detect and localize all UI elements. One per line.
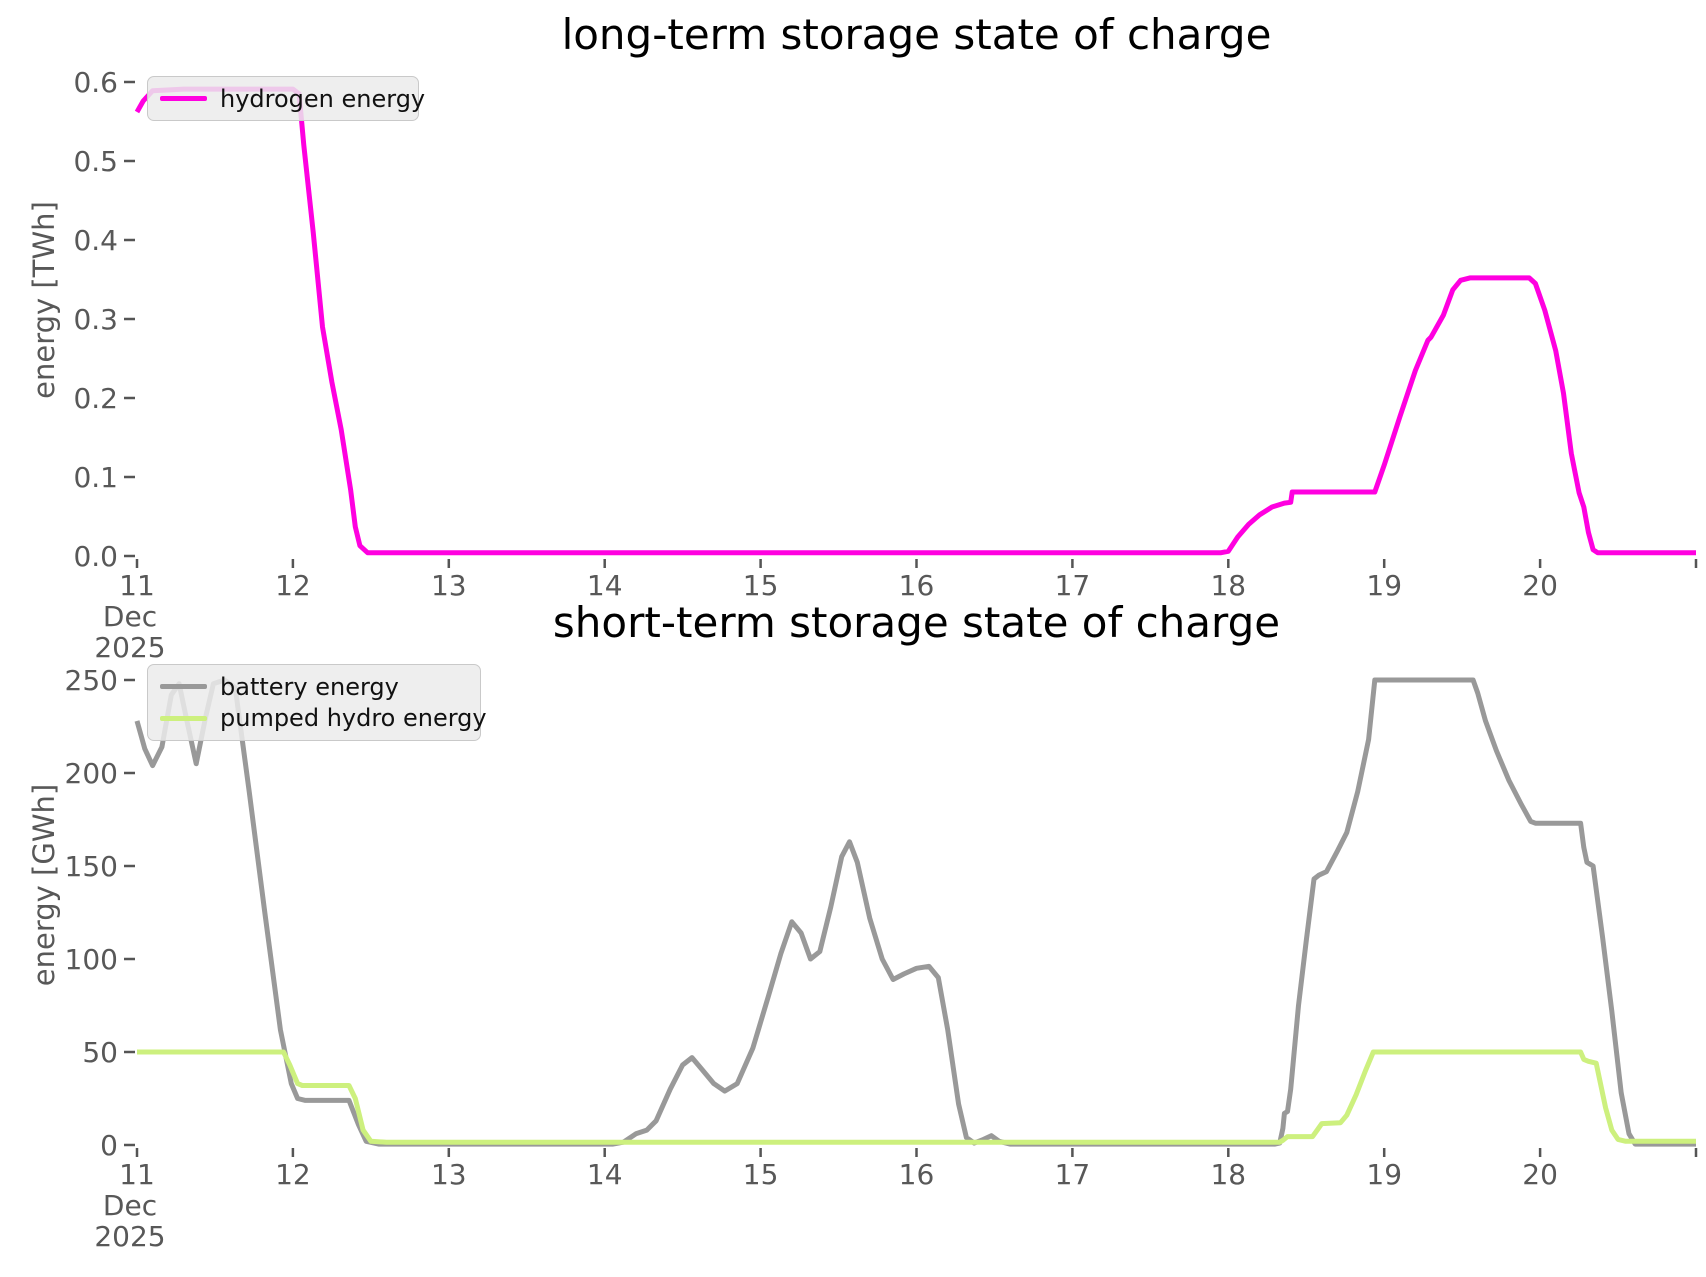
short-term-chart-title: short-term storage state of charge (552, 598, 1281, 647)
y-tick-label: 0.3 (73, 303, 118, 336)
y-tick-label: 150 (65, 850, 118, 883)
x-tick-label: 13 (431, 1158, 467, 1191)
battery-energy-line (134, 677, 1696, 1147)
long-term-y-axis-label: energy [TWh] (27, 201, 61, 399)
y-tick-label: 50 (82, 1036, 118, 1069)
x-tick-label: 15 (743, 569, 779, 602)
x-tick-label: 20 (1522, 569, 1558, 602)
x-axis-date-sublabel: 2025 (94, 1220, 165, 1253)
y-tick-label: 0.4 (73, 224, 118, 257)
short-term-legend: battery energy pumped hydro energy (147, 664, 487, 741)
legend-label: pumped hydro energy (220, 704, 487, 733)
hydrogen-energy-line (134, 86, 1696, 556)
x-axis-date-sublabel: 2025 (94, 631, 165, 664)
y-tick-label: 0.1 (73, 461, 118, 494)
x-tick-label: 16 (899, 569, 935, 602)
x-tick-label: 14 (587, 569, 623, 602)
x-axis-date-sublabel: Dec (103, 1189, 157, 1222)
x-tick-label: 11 (119, 1158, 155, 1191)
y-tick-label: 0 (100, 1129, 118, 1162)
x-tick-label: 12 (275, 1158, 311, 1191)
x-tick-label: 18 (1210, 569, 1246, 602)
legend-item-battery: battery energy (160, 673, 468, 701)
x-tick-label: 13 (431, 569, 467, 602)
legend-label: battery energy (220, 672, 399, 701)
pumped-hydro-line-swatch (160, 715, 207, 721)
y-tick-label: 0.6 (73, 66, 118, 99)
y-tick-label: 100 (65, 943, 118, 976)
x-tick-label: 17 (1055, 569, 1091, 602)
y-tick-label: 0.2 (73, 382, 118, 415)
x-tick-label: 18 (1210, 1158, 1246, 1191)
legend-item-hydrogen: hydrogen energy (160, 85, 425, 113)
hydrogen-line-swatch (160, 96, 207, 101)
legend-label: hydrogen energy (220, 84, 426, 113)
x-axis-date-sublabel: Dec (103, 600, 157, 633)
x-tick-label: 19 (1366, 569, 1402, 602)
y-tick-label: 0.5 (73, 145, 118, 178)
x-tick-label: 16 (899, 1158, 935, 1191)
long-term-legend: hydrogen energy (147, 76, 425, 121)
x-tick-label: 12 (275, 569, 311, 602)
long-term-chart-title: long-term storage state of charge (561, 10, 1272, 59)
short-term-y-axis-label: energy [GWh] (27, 783, 61, 987)
y-tick-label: 200 (65, 757, 118, 790)
x-tick-label: 11 (119, 569, 155, 602)
x-tick-label: 19 (1366, 1158, 1402, 1191)
x-tick-label: 20 (1522, 1158, 1558, 1191)
y-tick-label: 250 (65, 664, 118, 697)
x-tick-label: 14 (587, 1158, 623, 1191)
x-tick-label: 17 (1055, 1158, 1091, 1191)
pumped-hydro-energy-line (137, 1049, 1696, 1145)
battery-line-swatch (160, 684, 207, 690)
y-tick-label: 0.0 (73, 540, 118, 573)
legend-item-pumped-hydro: pumped hydro energy (160, 704, 487, 732)
x-tick-label: 15 (743, 1158, 779, 1191)
